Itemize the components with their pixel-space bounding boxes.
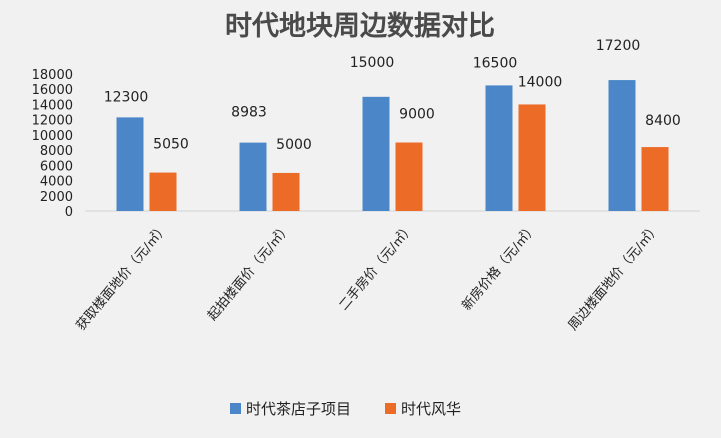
data-labels: 12300 8983 15000 16500 17200 5050 5000 9000 1400… [104,38,681,153]
bar-series2-2 [395,142,423,211]
y-tick-label: 18000 [32,68,73,83]
data-label: 17200 [596,38,641,54]
data-label: 16500 [473,55,518,71]
legend-label: 时代茶店子项目 [246,400,351,418]
y-tick-label: 0 [65,205,73,220]
legend: 时代茶店子项目 时代风华 [230,400,461,418]
bar-series2-4 [641,147,669,211]
y-tick-label: 8000 [40,144,73,159]
data-label: 5050 [153,137,189,153]
axes: 0200040006000800010000120001400016000180… [32,68,700,220]
bars [116,80,669,211]
data-label: 5000 [276,137,312,153]
legend-label: 时代风华 [401,400,461,418]
legend-swatch [230,403,241,414]
bar-series1-4 [608,80,636,211]
data-label: 14000 [518,74,563,90]
data-label: 12300 [104,89,149,105]
bar-series2-0 [149,172,177,211]
y-tick-label: 10000 [32,129,73,144]
y-tick-label: 2000 [40,190,73,205]
category-label: 新房价格（元/㎡） [459,220,541,313]
bar-series2-1 [272,172,300,211]
y-tick-label: 16000 [32,83,73,98]
data-label: 8400 [645,113,681,129]
bar-series1-0 [116,117,144,211]
category-label: 起拍楼面价（元/㎡） [205,221,295,324]
bar-series1-3 [485,85,513,211]
data-label: 9000 [399,107,435,123]
category-label: 获取楼面地价（元/㎡） [74,221,172,334]
bar-series1-2 [362,96,390,211]
y-tick-label: 4000 [40,175,73,190]
bar-series1-1 [239,142,267,211]
category-label: 周边楼面地价（元/㎡） [566,221,664,334]
chart-title: 时代地块周边数据对比 [225,11,495,42]
y-tick-label: 6000 [40,159,73,174]
legend-swatch [385,403,396,414]
y-tick-label: 12000 [32,114,73,129]
bar-series2-3 [518,104,546,211]
category-label: 二手房价（元/㎡） [336,220,418,313]
category-labels: 获取楼面地价（元/㎡） 起拍楼面价（元/㎡） 二手房价（元/㎡） 新房价格（元/㎡） 周… [74,220,664,333]
data-label: 8983 [231,105,267,121]
y-tick-label: 14000 [32,98,73,113]
data-label: 15000 [350,55,395,71]
